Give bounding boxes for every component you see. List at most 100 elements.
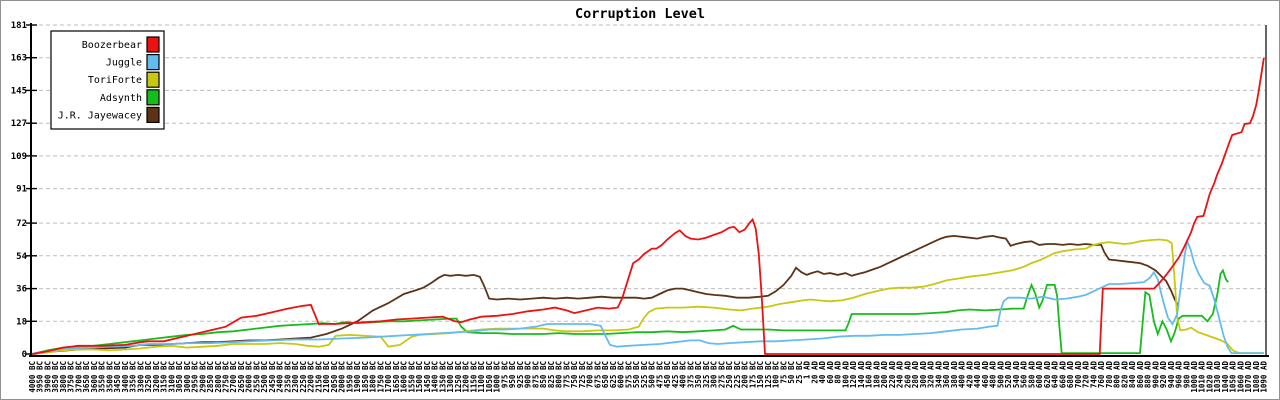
x-tick-label: 3700 BC [74,361,83,393]
x-tick-label: 3050 BC [175,361,184,393]
x-tick-label: 3650 BC [82,361,91,393]
x-tick-label: 560 AD [1020,361,1029,389]
x-tick-label: 3600 BC [90,361,99,393]
x-tick-label: 1050 BC [485,361,494,393]
x-tick-label: 475 BC [655,361,664,388]
x-tick-label: 240 AD [896,361,905,389]
x-tick-label: 1850 BC [361,361,370,393]
x-tick-label: 580 AD [1027,361,1036,389]
x-tick-label: 340 AD [934,361,943,389]
y-tick-label: 36 [16,285,27,295]
y-tick-label: 145 [11,86,27,96]
x-tick-label: 2850 BC [206,361,215,393]
y-tick-label: 127 [11,119,27,129]
x-tick-label: 200 AD [880,361,889,389]
x-tick-label: 3450 BC [113,361,122,393]
x-tick-label: 3300 BC [136,361,145,393]
x-tick-label: 25 BC [795,361,804,384]
x-tick-label: 525 BC [640,361,649,388]
x-tick-label: 1060 AD [1237,361,1246,393]
x-tick-label: 860 AD [1136,361,1145,389]
x-tick-label: 225 BC [733,361,742,388]
y-tick-label: 72 [16,219,27,229]
x-tick-label: 300 AD [919,361,928,389]
x-tick-label: 3850 BC [51,361,60,393]
x-tick-label: 2450 BC [268,361,277,393]
x-tick-label: 725 BC [578,361,587,388]
x-tick-label: 700 BC [586,361,595,388]
x-tick-label: 375 BC [686,361,695,388]
x-tick-label: 820 AD [1120,361,1129,389]
legend-label: ToriForte [88,75,142,86]
chart-title: Corruption Level [575,6,705,22]
x-tick-label: 3200 BC [152,361,161,393]
x-tick-label: 950 BC [508,361,517,388]
x-tick-label: 850 BC [539,361,548,388]
x-tick-label: 1900 BC [353,361,362,393]
x-tick-label: 2750 BC [222,361,231,393]
y-tick-label: 163 [11,54,27,64]
x-tick-label: 40 AD [818,361,827,384]
x-tick-label: 1600 BC [400,361,409,393]
y-tick-label: 109 [11,152,27,162]
x-tick-label: 2900 BC [198,361,207,393]
x-tick-label: 50 BC [787,361,796,384]
x-tick-label: 220 AD [888,361,897,389]
series-line-juggle [31,238,1264,355]
x-tick-label: 1040 AD [1221,361,1230,393]
x-tick-label: 325 BC [702,361,711,388]
x-tick-label: 250 BC [725,361,734,388]
x-tick-label: 425 BC [671,361,680,388]
series-line-boozerbear [31,57,1265,355]
x-tick-label: 480 AD [989,361,998,389]
x-tick-label: 1030 AD [1213,361,1222,393]
y-tick-label: 18 [16,317,27,327]
x-tick-label: 3400 BC [121,361,130,393]
x-tick-label: 320 AD [927,361,936,389]
x-tick-label: 1200 BC [462,361,471,393]
x-tick-label: 1800 BC [369,361,378,393]
x-tick-label: 280 AD [911,361,920,389]
x-tick-label: 300 BC [710,361,719,388]
x-tick-label: 100 BC [772,361,781,388]
x-tick-label: 160 AD [865,361,874,389]
x-tick-label: 380 AD [950,361,959,389]
x-tick-label: 150 BC [756,361,765,388]
x-tick-label: 260 AD [903,361,912,389]
x-tick-label: 120 AD [849,361,858,389]
x-tick-label: 640 AD [1051,361,1060,389]
x-tick-label: 420 AD [965,361,974,389]
x-tick-label: 3800 BC [59,361,68,393]
x-tick-label: 3100 BC [167,361,176,393]
x-tick-label: 3350 BC [129,361,138,393]
x-tick-label: 1150 BC [469,361,478,393]
series-line-j-r-jayewacey [31,234,1180,355]
x-tick-label: 775 BC [562,361,571,388]
x-tick-label: 3550 BC [98,361,107,393]
x-tick-label: 840 AD [1128,361,1137,389]
x-tick-label: 1100 BC [477,361,486,393]
x-tick-label: 20 AD [810,361,819,384]
legend-swatch [146,89,160,106]
x-tick-label: 75 BC [779,361,788,384]
x-tick-label: 275 BC [717,361,726,388]
x-tick-label: 2200 BC [307,361,316,393]
x-tick-label: 1000 BC [493,361,502,393]
y-tick-label: 0 [22,350,27,360]
x-tick-label: 2000 BC [338,361,347,393]
x-tick-label: 2600 BC [245,361,254,393]
x-tick-label: 1700 BC [384,361,393,393]
x-tick-label: 980 AD [1182,361,1191,389]
x-tick-label: 4000 BC [28,361,37,393]
x-tick-label: 125 BC [764,361,773,388]
x-tick-label: 1750 BC [377,361,386,393]
x-tick-label: 2400 BC [276,361,285,393]
x-tick-label: 1950 BC [346,361,355,393]
x-tick-label: 360 AD [942,361,951,389]
x-tick-label: 1550 BC [408,361,417,393]
x-tick-label: 1020 AD [1206,361,1215,393]
x-tick-label: 880 AD [1144,361,1153,389]
x-tick-label: 450 BC [663,361,672,388]
